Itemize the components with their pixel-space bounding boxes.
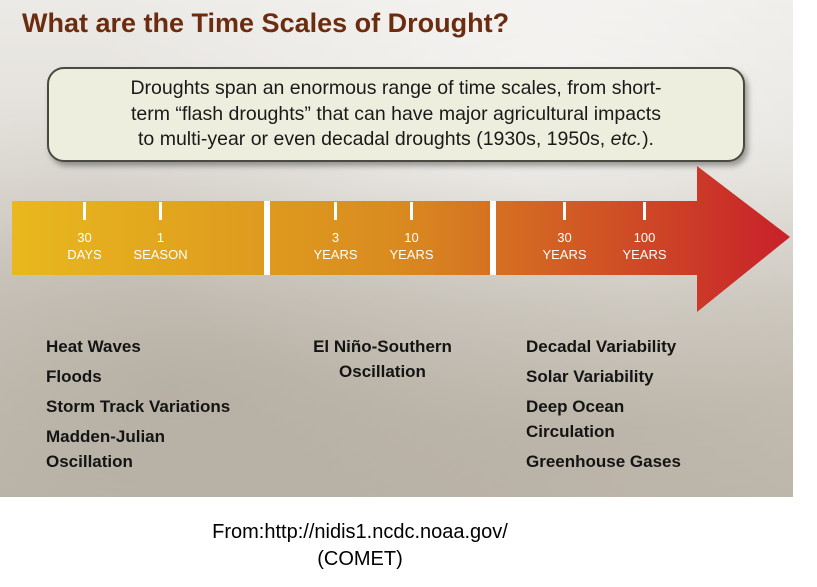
phenomenon-storm-track-variations: Storm Track Variations (46, 397, 231, 416)
callout-line-3: to multi-year or even decadal droughts (… (138, 128, 611, 151)
tick-30-days-num: 30 (77, 230, 91, 245)
phenomenon-deep-ocean-circulation: Deep Ocean Circulation (526, 397, 625, 441)
callout-line-3-end: ). (642, 128, 654, 151)
source-url: From:http://nidis1.ncdc.noaa.gov/ (212, 521, 508, 543)
tick-10-years: 10 YEARS (389, 202, 434, 262)
tick-1-season: 1 SEASON (133, 202, 188, 262)
tick-mark (643, 202, 646, 220)
timeline-divider-1 (264, 201, 270, 275)
phenomenon-decadal-variability: Decadal Variability (526, 337, 677, 356)
long-term-phenomena: Decadal Variability Solar Variability De… (526, 334, 776, 479)
tick-10-years-num: 10 (404, 230, 418, 245)
tick-1-season-num: 1 (157, 230, 164, 245)
tick-3-years-unit: YEARS (313, 247, 357, 262)
tick-30-years-num: 30 (557, 230, 571, 245)
source-org: (COMET) (317, 548, 403, 570)
phenomenon-greenhouse-gases: Greenhouse Gases (526, 452, 681, 471)
callout-line-2: term “flash droughts” that can have majo… (131, 102, 661, 125)
phenomenon-enso: El Niño-Southern Oscillation (313, 337, 452, 381)
callout-etc: etc. (610, 128, 643, 151)
tick-mark (83, 202, 86, 220)
tick-mark (563, 202, 566, 220)
callout-line-1: Droughts span an enormous range of time … (130, 77, 662, 100)
slide-title: What are the Time Scales of Drought? (22, 8, 510, 38)
tick-30-years-unit: YEARS (542, 247, 586, 262)
short-term-phenomena: Heat Waves Floods Storm Track Variations… (46, 334, 296, 479)
phenomenon-heat-waves: Heat Waves (46, 337, 141, 356)
timeline-divider-2 (490, 201, 496, 275)
tick-30-days: 30 DAYS (67, 202, 102, 262)
timeline-arrow-shape (12, 166, 790, 312)
mid-term-phenomena: El Niño-Southern Oscillation (280, 334, 485, 384)
timeline-arrow: 30 DAYS 1 SEASON 3 YEARS 10 YEARS 30 YEA… (12, 166, 790, 312)
callout-text: Droughts span an enormous range of time … (130, 76, 661, 152)
tick-1-season-unit: SEASON (133, 247, 187, 262)
phenomenon-madden-julian-oscillation: Madden-Julian Oscillation (46, 427, 166, 471)
tick-mark (159, 202, 162, 220)
tick-mark (334, 202, 337, 220)
phenomenon-solar-variability: Solar Variability (526, 367, 654, 386)
tick-10-years-unit: YEARS (389, 247, 433, 262)
tick-mark (410, 202, 413, 220)
slide-background: What are the Time Scales of Drought? Dro… (0, 0, 793, 497)
tick-100-years: 100 YEARS (622, 202, 667, 262)
tick-30-days-unit: DAYS (67, 247, 102, 262)
phenomenon-floods: Floods (46, 367, 102, 386)
tick-100-years-num: 100 (634, 230, 656, 245)
tick-30-years: 30 YEARS (542, 202, 587, 262)
tick-3-years: 3 YEARS (313, 202, 358, 262)
tick-100-years-unit: YEARS (622, 247, 666, 262)
source-citation: From:http://nidis1.ncdc.noaa.gov/ (COMET… (150, 519, 570, 573)
tick-3-years-num: 3 (332, 230, 339, 245)
callout-box: Droughts span an enormous range of time … (47, 67, 745, 162)
